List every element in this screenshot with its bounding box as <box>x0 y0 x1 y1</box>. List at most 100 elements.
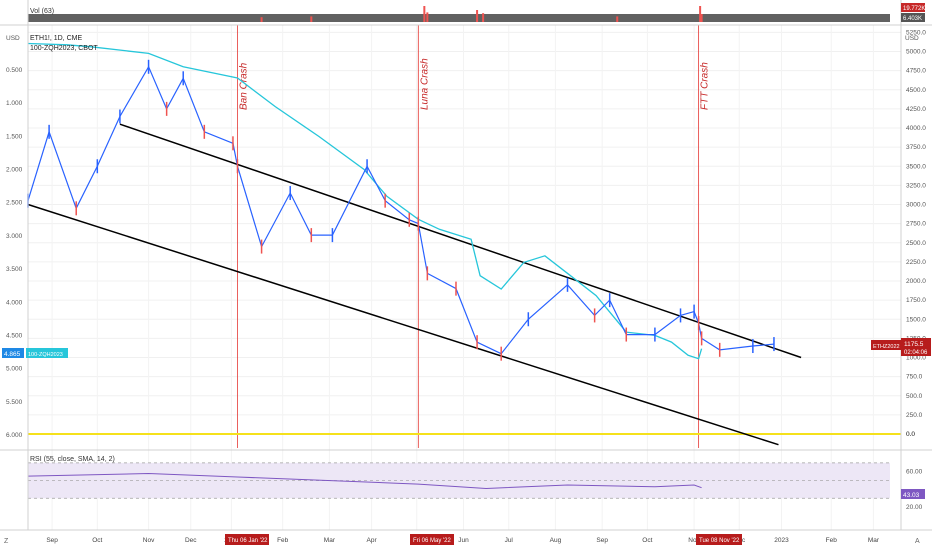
event-date-badge-2: Fri 06 May '22 <box>413 538 451 544</box>
left-axis-tick: 3.500 <box>6 266 23 273</box>
left-axis-tick: 5.500 <box>6 399 23 406</box>
right-axis-tick: 5000.0 <box>906 49 926 56</box>
right-axis-tick: 4750.0 <box>906 68 926 75</box>
right-axis-tick: 750.0 <box>906 374 923 381</box>
support-line-value: 0.0 <box>906 431 915 438</box>
symbol-title[interactable]: ETH1!, 1D, CME <box>30 35 82 42</box>
x-axis-tick: Dec <box>185 537 197 544</box>
event-date-badge-3-bg <box>696 534 742 545</box>
right-axis-tick: 2250.0 <box>906 259 926 266</box>
volume-bar <box>310 16 313 22</box>
volume-badge-avg-bg <box>901 13 925 22</box>
right-axis-tick: 3500.0 <box>906 163 926 170</box>
left-axis-tick: 2.500 <box>6 200 23 207</box>
right-axis-tick: 2500.0 <box>906 240 926 247</box>
auto-scale-icon[interactable]: A <box>915 538 920 545</box>
right-axis-tick: 4000.0 <box>906 125 926 132</box>
right-axis-tick: 4250.0 <box>906 106 926 113</box>
right-axis-tick: 1500.0 <box>906 316 926 323</box>
right-axis-unit: USD <box>905 35 919 42</box>
left-axis-tick: 6.000 <box>6 432 23 439</box>
right-axis-tick: 500.0 <box>906 393 923 400</box>
rsi-axis-tick: 20.00 <box>906 504 923 511</box>
x-axis-tick: Jun <box>458 537 469 544</box>
trend-channel <box>27 123 802 446</box>
event-label: Ban Crash <box>238 62 249 110</box>
volume-badge-avg: 6.403K <box>903 16 922 22</box>
price-value-badge: 1175.5 <box>904 341 924 348</box>
volume-bar <box>700 14 703 22</box>
right-axis-tick: 1000.0 <box>906 355 926 362</box>
price-value-badge-bg <box>901 338 931 356</box>
left-axis-tick: 0.500 <box>6 67 23 74</box>
volume-label: Vol (63) <box>30 8 54 15</box>
overlay-symbol[interactable]: 100-ZQH2023, CBOT <box>30 45 98 52</box>
right-axis-tick: 0.0 <box>906 431 915 438</box>
rsi-axis-tick: 60.00 <box>906 469 923 476</box>
channel-lower-line <box>27 203 779 446</box>
right-axis-tick: 2750.0 <box>906 221 926 228</box>
right-axis-tick: 2000.0 <box>906 278 926 285</box>
rsi-band <box>28 462 890 499</box>
rsi-value-badge-bg <box>901 489 925 499</box>
volume-bar <box>260 17 263 22</box>
left-axis-tick: 5.000 <box>6 366 23 373</box>
left-axis-tick: 1.000 <box>6 100 23 107</box>
volume-pane <box>28 6 890 22</box>
x-axis-tick: Feb <box>277 537 289 544</box>
left-axis-tick: 1.500 <box>6 133 23 140</box>
left-axis-tick: 2.000 <box>6 167 23 174</box>
x-axis-tick: Oct <box>92 537 102 544</box>
overlay-value-badge: 4.865 <box>4 351 21 358</box>
volume-bar <box>476 10 479 22</box>
overlay-name-badge-bg <box>26 348 68 358</box>
x-axis-tick: Nov <box>688 537 700 544</box>
x-axis-tick: Oct <box>642 537 652 544</box>
rsi-line <box>27 472 702 490</box>
volume-bar <box>423 6 426 22</box>
right-axis-tick: 3750.0 <box>906 144 926 151</box>
left-axis-tick: 4.500 <box>6 332 23 339</box>
support-line: 0.0 <box>28 431 915 438</box>
rsi-value-badge: 43.03 <box>903 492 920 499</box>
rsi-label[interactable]: RSI (55, close, SMA, 14, 2) <box>30 456 115 463</box>
x-axis-tick: Jul <box>505 537 514 544</box>
price-series <box>27 59 775 361</box>
volume-bar <box>699 6 702 22</box>
x-axis-tick: Feb <box>826 537 838 544</box>
left-axis-tick: 3.000 <box>6 233 23 240</box>
volume-bar <box>426 12 429 22</box>
event-date-badge-2-bg <box>410 534 454 545</box>
x-axis-tick: Nov <box>143 537 155 544</box>
x-axis-tick: Sep <box>46 537 58 544</box>
event-label: Luna Crash <box>419 58 430 110</box>
overlay-name-badge: 100-ZQH2023 <box>28 352 63 358</box>
price-symbol-badge: ETHZ2022 <box>873 344 900 350</box>
volume-bar <box>616 16 619 22</box>
rsi-pane: 60.00 20.00 <box>27 462 923 511</box>
right-axis-tick: 1750.0 <box>906 297 926 304</box>
x-axis-tick: 2023 <box>774 537 789 544</box>
volume-bar <box>482 13 485 22</box>
event-markers: Ban Crash Luna Crash FTT Crash <box>237 25 711 448</box>
price-countdown: 02:04:06 <box>904 350 928 356</box>
right-axis-tick: 250.0 <box>906 412 923 419</box>
right-axis-tick: 3250.0 <box>906 182 926 189</box>
event-date-badge-3: Tue 08 Nov '22 <box>699 538 740 544</box>
x-axis-tick: Sep <box>596 537 608 544</box>
volume-badge-max-bg <box>901 3 925 12</box>
volume-badge-max: 19.772K <box>903 6 925 12</box>
x-axis-tick: Mar <box>868 537 880 544</box>
price-line <box>27 65 775 355</box>
right-axis-tick: 3000.0 <box>906 202 926 209</box>
zoom-icon[interactable]: Z <box>4 538 9 545</box>
left-axis-unit: USD <box>6 35 20 42</box>
event-date-badge-1: Thu 06 Jan '22 <box>228 538 268 544</box>
right-axis-tick: 5250.0 <box>906 29 926 36</box>
event-label: FTT Crash <box>700 62 711 110</box>
event-date-badge-1-bg <box>225 534 269 545</box>
price-symbol-badge-bg <box>871 340 901 350</box>
right-axis-tick: 4500.0 <box>906 87 926 94</box>
